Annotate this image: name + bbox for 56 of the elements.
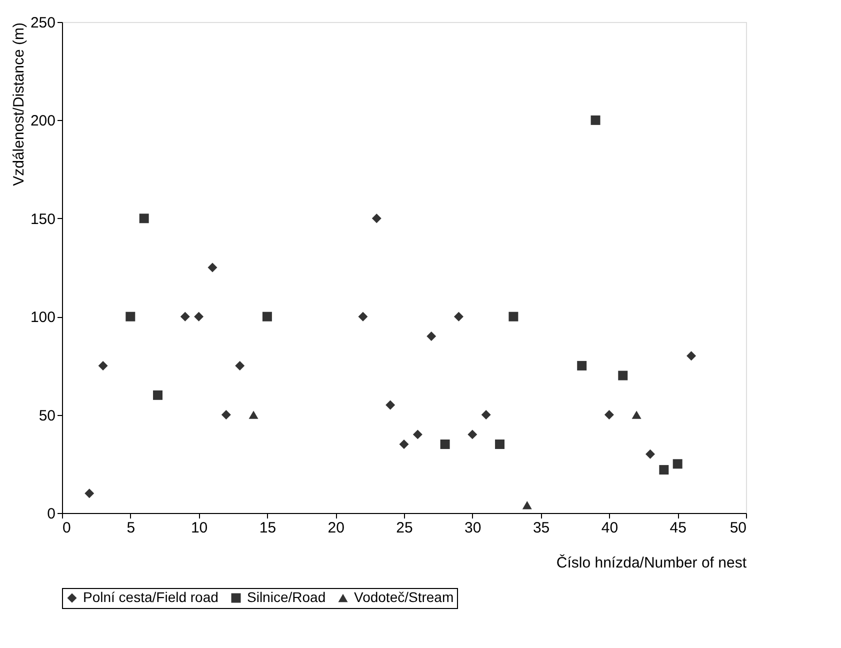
- point: [440, 440, 450, 450]
- x-tick-label: 50: [730, 520, 746, 536]
- point: [481, 410, 491, 420]
- point: [632, 410, 642, 419]
- point: [194, 312, 204, 322]
- point: [399, 440, 409, 450]
- x-tick-label: 10: [190, 520, 208, 536]
- point: [618, 370, 628, 380]
- x-tick-label: 40: [601, 520, 618, 536]
- point: [426, 331, 436, 341]
- point: [659, 465, 669, 475]
- point: [412, 430, 422, 440]
- point: [508, 312, 518, 322]
- point: [577, 360, 587, 370]
- point: [235, 360, 245, 370]
- point: [248, 410, 258, 419]
- point: [153, 390, 163, 400]
- point: [221, 410, 231, 420]
- x-tick-label: 15: [259, 520, 276, 536]
- point: [386, 400, 396, 410]
- x-tick-label: 30: [464, 520, 482, 536]
- point: [98, 360, 108, 370]
- point: [645, 449, 655, 459]
- point: [454, 312, 464, 322]
- point: [522, 501, 532, 510]
- point: [180, 312, 190, 322]
- point: [358, 312, 368, 322]
- x-tick-label: 35: [532, 520, 550, 536]
- point: [672, 459, 682, 469]
- point: [590, 115, 600, 125]
- legend-label: Silnice/Road: [247, 589, 326, 605]
- point: [84, 488, 94, 498]
- y-axis-title: Vzdálenost/Distance (m): [10, 22, 28, 186]
- x-axis-title: Číslo hnízda/Number of nest: [556, 554, 748, 572]
- x-tick-label: 20: [328, 520, 344, 536]
- y-tick-label: 200: [30, 112, 56, 130]
- point: [604, 410, 614, 420]
- y-tick-label: 150: [30, 210, 56, 228]
- point: [262, 312, 272, 322]
- y-tick-label: 0: [47, 506, 56, 522]
- point: [372, 214, 382, 224]
- point: [208, 262, 218, 272]
- legend-label: Polní cesta/Field road: [83, 589, 218, 605]
- point: [495, 440, 505, 450]
- point: [139, 214, 149, 224]
- point: [686, 351, 696, 361]
- y-tick-label: 250: [30, 14, 56, 32]
- x-tick-label: 0: [62, 520, 71, 536]
- x-tick-label: 5: [126, 520, 136, 536]
- y-tick-label: 50: [38, 407, 56, 424]
- x-tick-label: 45: [670, 520, 686, 536]
- point: [126, 312, 136, 322]
- y-tick-label: 100: [30, 309, 56, 326]
- x-tick-label: 25: [396, 520, 413, 536]
- legend-label: Vodoteč/Stream: [354, 589, 454, 605]
- point: [468, 430, 478, 440]
